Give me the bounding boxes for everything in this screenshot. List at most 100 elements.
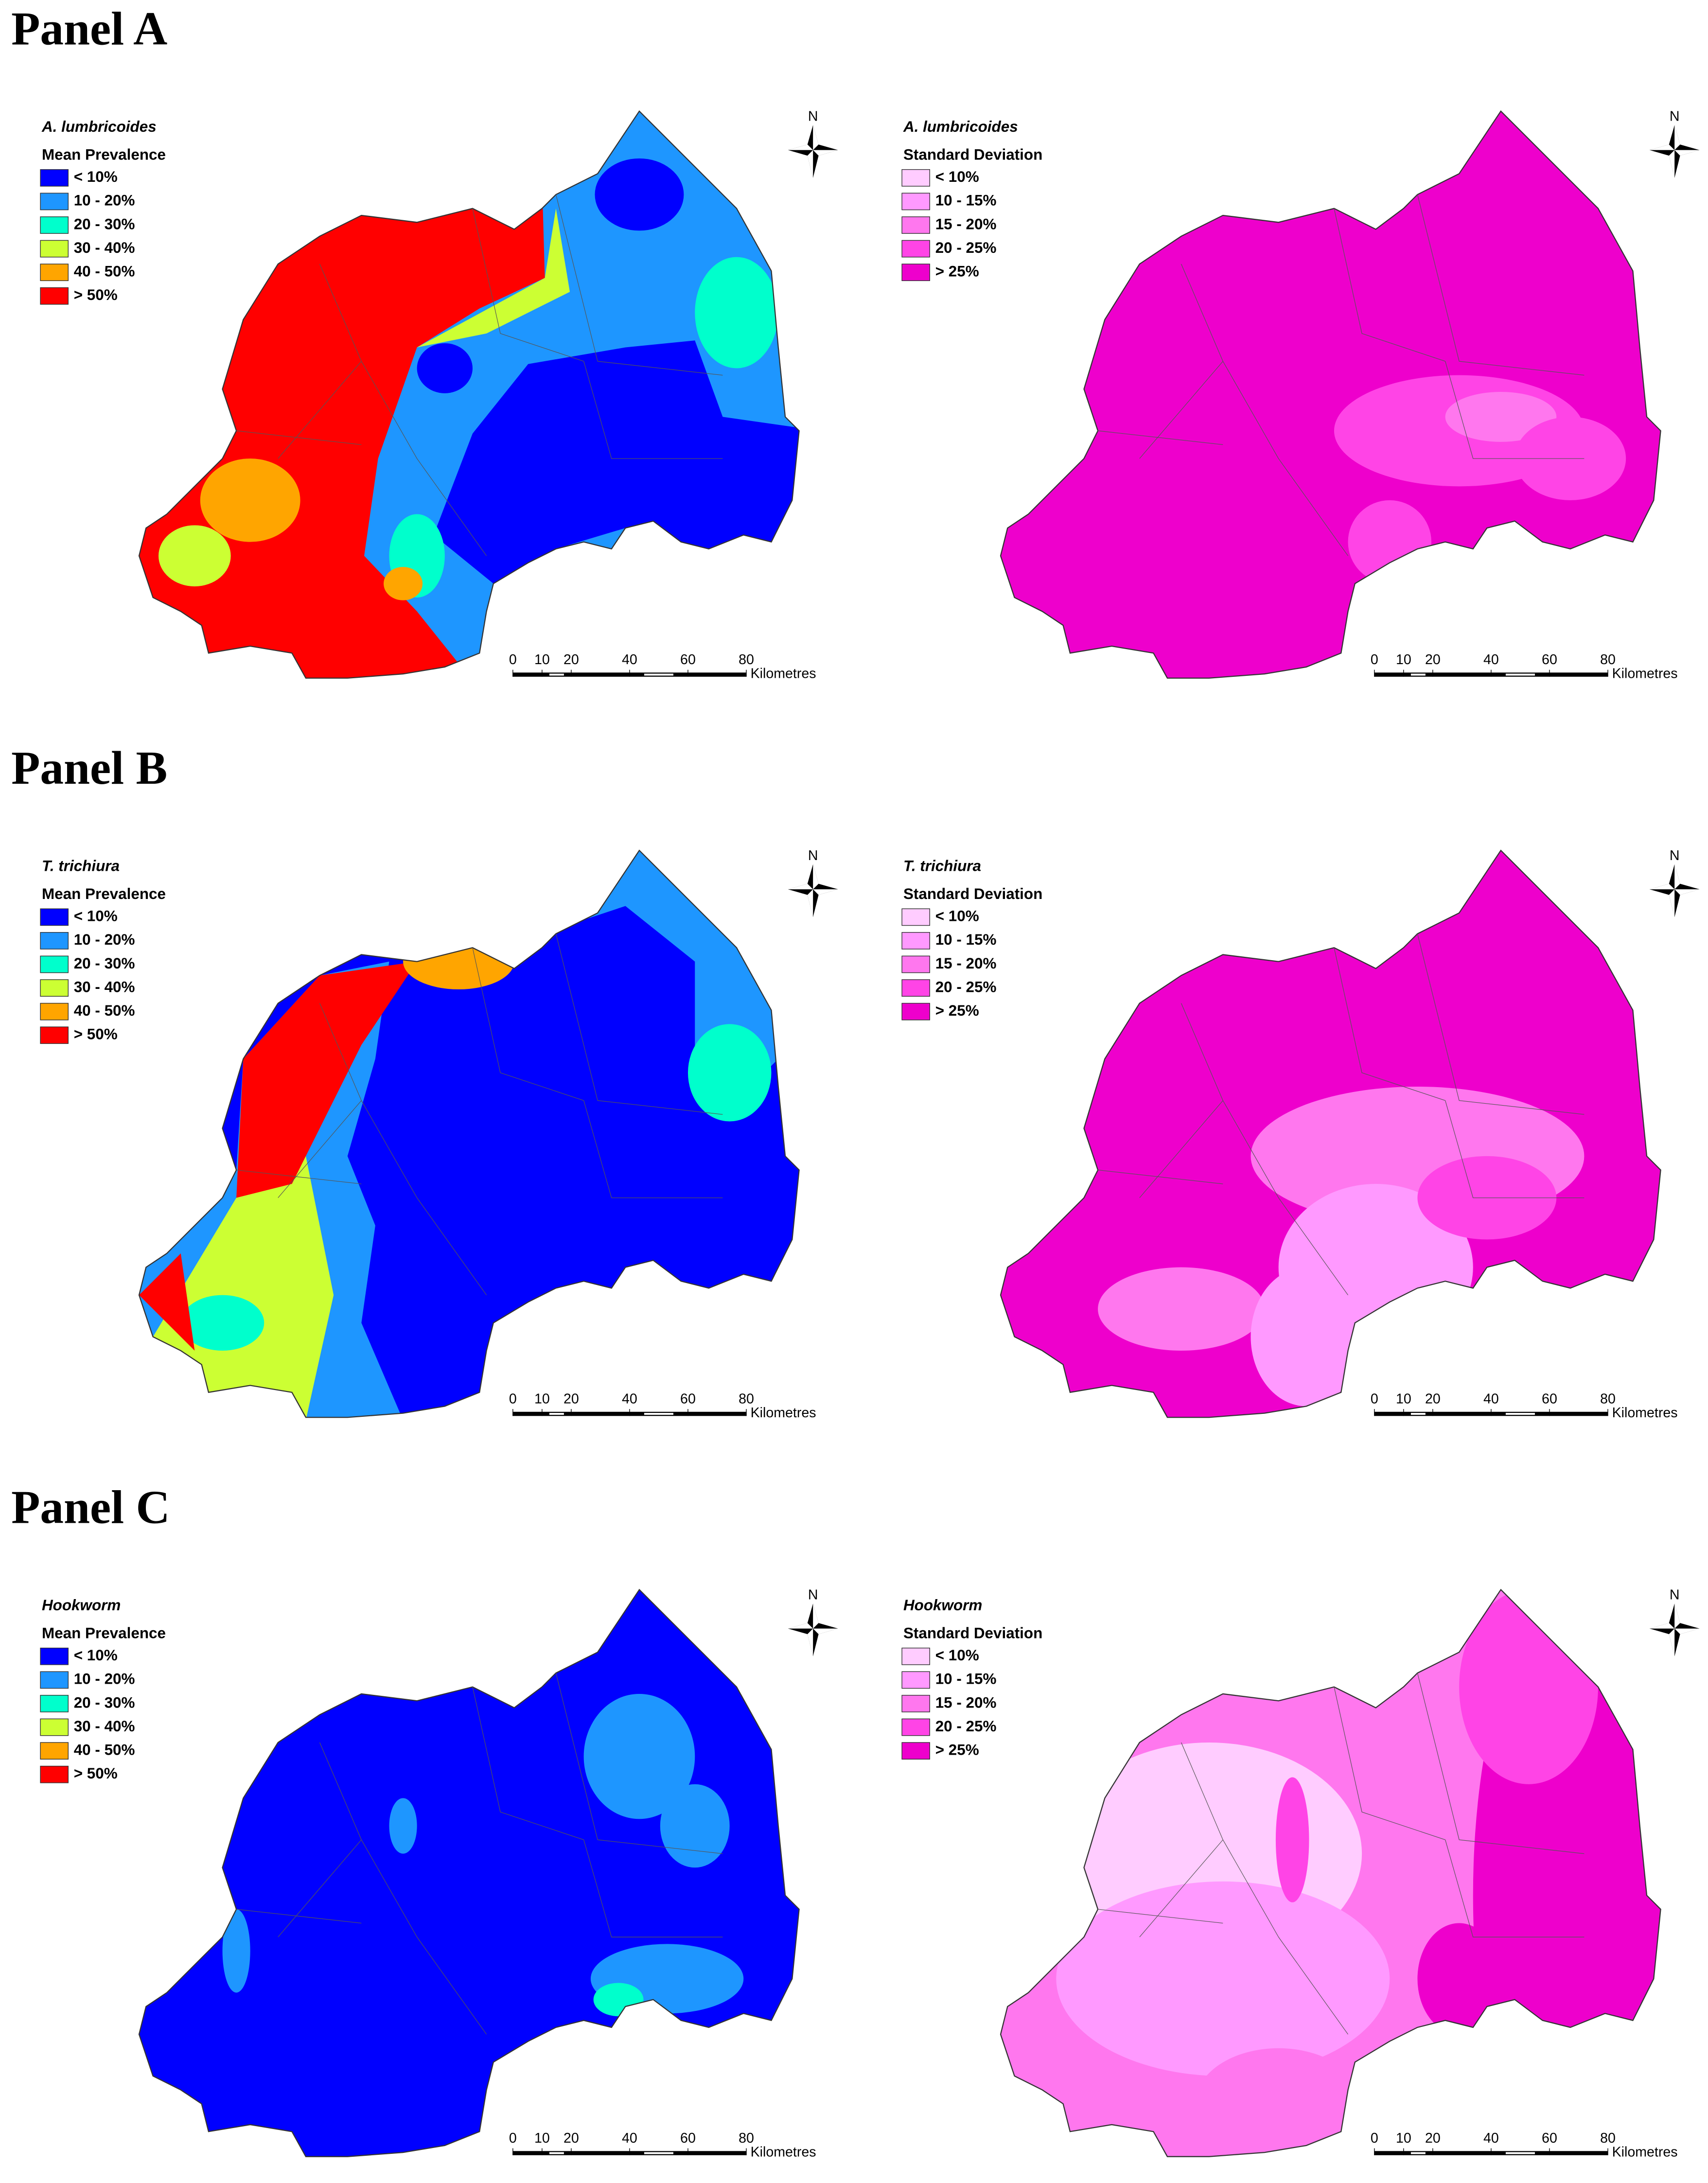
scale-segment-inner: [1381, 673, 1396, 676]
scale-segment-inner: [549, 673, 564, 676]
north-arrow-half: [788, 864, 838, 917]
legend-label: 10 - 20%: [74, 931, 135, 948]
prevalence-area: [593, 1983, 644, 2017]
scale-segment-inner: [1447, 1413, 1477, 1415]
prevalence-area: [180, 1295, 264, 1351]
scale-segment-inner: [644, 2152, 673, 2154]
scale-segment-inner: [1505, 2152, 1535, 2154]
legend-title: Mean Prevalence: [42, 146, 166, 163]
scale-segment-inner: [702, 1413, 732, 1415]
map: A. lumbricoides Mean Prevalence < 10% 10 - …: [40, 109, 838, 682]
scale-unit: Kilometres: [751, 666, 816, 682]
scale-segment-inner: [1381, 1413, 1396, 1415]
north-arrow-half: [1649, 1603, 1700, 1656]
scale-tick-label: 0: [1371, 652, 1378, 668]
prevalence-area: [1250, 1267, 1362, 1407]
legend-label: < 10%: [74, 908, 118, 925]
legend-label: < 10%: [935, 168, 979, 185]
scale-tick-label: 80: [739, 2130, 754, 2146]
district-lines: [1098, 933, 1585, 1296]
scale-tick-label: 60: [680, 652, 696, 668]
legend-label: 15 - 20%: [935, 955, 997, 972]
legend-swatch: [40, 955, 69, 973]
legend-label: 20 - 25%: [935, 978, 997, 995]
scale-segment-inner: [644, 1413, 673, 1415]
legend-label: > 25%: [935, 263, 979, 280]
legend-swatch: [901, 1718, 930, 1736]
panel-title: Panel B: [11, 742, 167, 794]
district-lines: [236, 933, 723, 1296]
prevalence-area: [583, 1693, 695, 1819]
legend-swatch: [40, 193, 69, 211]
prevalence-area: [417, 208, 570, 348]
legend-swatch: [901, 1647, 930, 1665]
prevalence-area: [158, 525, 231, 587]
legend-label: > 50%: [74, 286, 118, 303]
prevalence-area: [1417, 1923, 1501, 2035]
legend-title: Standard Deviation: [903, 1624, 1042, 1641]
legend-species: A. lumbricoides: [41, 118, 157, 135]
scale-tick-label: 40: [622, 1391, 637, 1407]
scale-tick-label: 20: [563, 2130, 579, 2146]
scale-segment-inner: [1410, 673, 1426, 676]
legend-label: 30 - 40%: [74, 1718, 135, 1735]
legend-label: 10 - 20%: [74, 192, 135, 209]
legend-label: 10 - 15%: [935, 192, 997, 209]
map: Hookworm Mean Prevalence < 10% 10 - 20% 20 -…: [40, 1587, 838, 2160]
prevalence-area: [1195, 2048, 1362, 2157]
legend-swatch: [40, 216, 69, 234]
district-lines: [236, 194, 723, 556]
scale-tick-label: 0: [1371, 2130, 1378, 2146]
scale-tick-label: 40: [622, 2130, 637, 2146]
scale-tick-label: 20: [563, 652, 579, 668]
legend-swatch: [901, 216, 930, 234]
prevalence-area: [1348, 500, 1432, 584]
legend-title: Mean Prevalence: [42, 885, 166, 902]
north-label: N: [1670, 109, 1680, 124]
legend-label: > 25%: [935, 1741, 979, 1758]
legend-swatch: [901, 1003, 930, 1021]
scale-tick-label: 60: [1542, 652, 1557, 668]
north-arrow-half: [788, 1603, 838, 1656]
map: T. trichiura Standard Deviation < 10% 10 - …: [901, 848, 1700, 1421]
north-label: N: [1670, 848, 1680, 863]
scale-segment-inner: [1505, 673, 1535, 676]
legend-label: 40 - 50%: [74, 1002, 135, 1019]
prevalence-area: [687, 1024, 772, 1122]
legend-swatch: [901, 1671, 930, 1689]
legend-title: Standard Deviation: [903, 885, 1042, 902]
prevalence-area: [1275, 1777, 1309, 1902]
legend-swatch: [40, 240, 69, 258]
legend-label: 30 - 40%: [74, 978, 135, 995]
legend-swatch: [40, 1003, 69, 1021]
prevalence-area: [403, 933, 514, 989]
legend-label: 10 - 20%: [74, 1671, 135, 1688]
scale-unit: Kilometres: [751, 1405, 816, 1421]
legend-swatch: [901, 908, 930, 926]
prevalence-area: [1445, 391, 1557, 442]
scale-segment-inner: [1447, 2152, 1477, 2154]
north-arrow-half: [1649, 125, 1700, 178]
scale-segment-inner: [702, 673, 732, 676]
legend-swatch: [40, 1647, 69, 1665]
legend-title: Mean Prevalence: [42, 1624, 166, 1641]
north-label: N: [808, 109, 818, 124]
legend-swatch: [901, 169, 930, 187]
legend-swatch: [901, 264, 930, 282]
legend-label: > 25%: [935, 1002, 979, 1019]
north-arrow-half: [788, 125, 838, 178]
legend-label: > 50%: [74, 1765, 118, 1782]
legend-swatch: [901, 1742, 930, 1760]
scale-segment-inner: [585, 673, 615, 676]
legend-swatch: [40, 169, 69, 187]
map: Hookworm Standard Deviation < 10% 10 - 15% 1…: [901, 1587, 1700, 2160]
scale-tick-label: 40: [1483, 1391, 1499, 1407]
scale-segment-inner: [1564, 1413, 1593, 1415]
district-lines: [236, 1672, 723, 2035]
prevalence-area: [417, 343, 473, 393]
prevalence-area: [1098, 1267, 1265, 1351]
choropleth: [1001, 1589, 1661, 2157]
legend-label: 10 - 15%: [935, 931, 997, 948]
scale-tick-label: 40: [1483, 2130, 1499, 2146]
